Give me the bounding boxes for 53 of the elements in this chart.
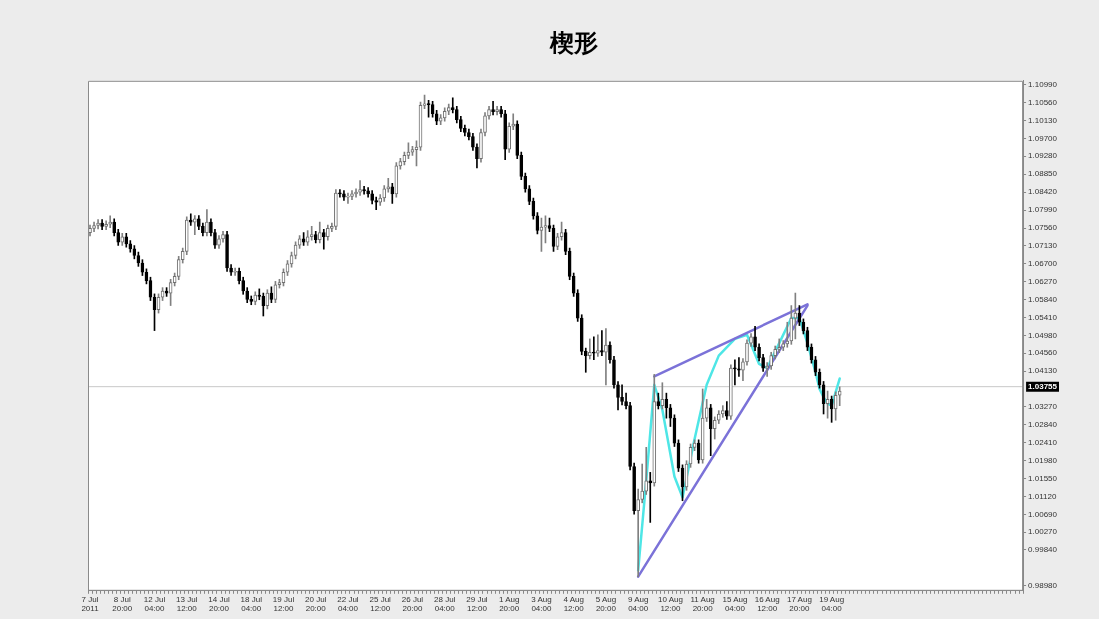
x-tick-label: 13 Jul 12:00 xyxy=(176,594,198,614)
y-tick-label: 1.04560 xyxy=(1028,348,1058,358)
x-tick-label: 12 Jul 04:00 xyxy=(143,594,166,614)
y-tick-label: 1.02410 xyxy=(1028,437,1058,447)
y-tick-label: 1.10990 xyxy=(1028,80,1058,90)
x-tick-label: 22 Jul 04:00 xyxy=(337,594,359,614)
x-tick-label: 28 Jul 04:00 xyxy=(434,594,456,614)
x-tick-label: 7 Jul 2011 xyxy=(81,594,100,614)
y-tick-label: 1.02840 xyxy=(1028,420,1058,430)
y-tick-label: 1.09700 xyxy=(1028,133,1058,143)
y-tick-label: 1.03270 xyxy=(1028,402,1058,412)
x-tick-label: 10 Aug 12:00 xyxy=(657,594,683,614)
y-tick-label: 1.07990 xyxy=(1028,205,1058,215)
x-tick-label: 26 Jul 20:00 xyxy=(401,594,424,614)
x-tick-label: 18 Jul 04:00 xyxy=(240,594,263,614)
y-tick-label: 1.08850 xyxy=(1028,169,1058,179)
y-tick-label: 1.08420 xyxy=(1028,187,1058,197)
y-tick-label: 1.01120 xyxy=(1028,491,1057,501)
y-tick-label: 1.00270 xyxy=(1028,527,1058,537)
x-tick-label: 3 Aug 04:00 xyxy=(531,594,552,614)
y-tick-label: 1.00690 xyxy=(1028,509,1058,519)
x-tick-label: 8 Jul 20:00 xyxy=(112,594,133,614)
y-tick-label: 1.07130 xyxy=(1028,241,1058,251)
x-tick-label: 1 Aug 20:00 xyxy=(498,594,520,614)
y-tick-label: 1.05840 xyxy=(1028,294,1058,304)
x-tick-label: 20 Jul 20:00 xyxy=(305,594,327,614)
x-tick-label: 19 Aug 04:00 xyxy=(819,594,845,614)
ref-line-label: 1.03755 xyxy=(1028,381,1058,391)
x-tick-label: 17 Aug 20:00 xyxy=(786,594,812,614)
x-tick-label: 29 Jul 12:00 xyxy=(466,594,488,614)
x-tick-label: 9 Aug 04:00 xyxy=(627,594,649,614)
x-tick-label: 19 Jul 12:00 xyxy=(272,594,295,614)
y-tick-label: 1.10560 xyxy=(1028,98,1058,108)
x-tick-label: 11 Aug 20:00 xyxy=(690,594,715,614)
x-tick-label: 25 Jul 12:00 xyxy=(369,594,392,614)
y-tick-label: 0.98980 xyxy=(1028,581,1058,590)
y-tick-label: 1.06700 xyxy=(1028,259,1058,269)
x-tick-label: 5 Aug 20:00 xyxy=(595,594,617,614)
x-tick-label: 4 Aug 12:00 xyxy=(563,594,585,614)
x-tick-label: 15 Aug 04:00 xyxy=(722,594,748,614)
chart-title: 楔形 xyxy=(548,29,598,56)
y-tick-label: 1.04980 xyxy=(1028,330,1058,340)
y-tick-label: 0.99840 xyxy=(1028,545,1058,555)
y-tick-label: 1.06270 xyxy=(1028,277,1058,286)
x-tick-label: 14 Jul 20:00 xyxy=(208,594,230,614)
x-tick-label: 16 Aug 12:00 xyxy=(754,594,780,614)
y-tick-label: 1.09280 xyxy=(1028,151,1058,161)
y-tick-label: 1.04130 xyxy=(1028,366,1058,376)
y-tick-label: 1.10130 xyxy=(1028,116,1058,126)
y-tick-label: 1.05410 xyxy=(1028,312,1058,322)
y-tick-label: 1.01550 xyxy=(1028,473,1058,483)
y-tick-label: 1.07560 xyxy=(1028,223,1058,233)
y-tick-label: 1.01980 xyxy=(1028,455,1058,465)
